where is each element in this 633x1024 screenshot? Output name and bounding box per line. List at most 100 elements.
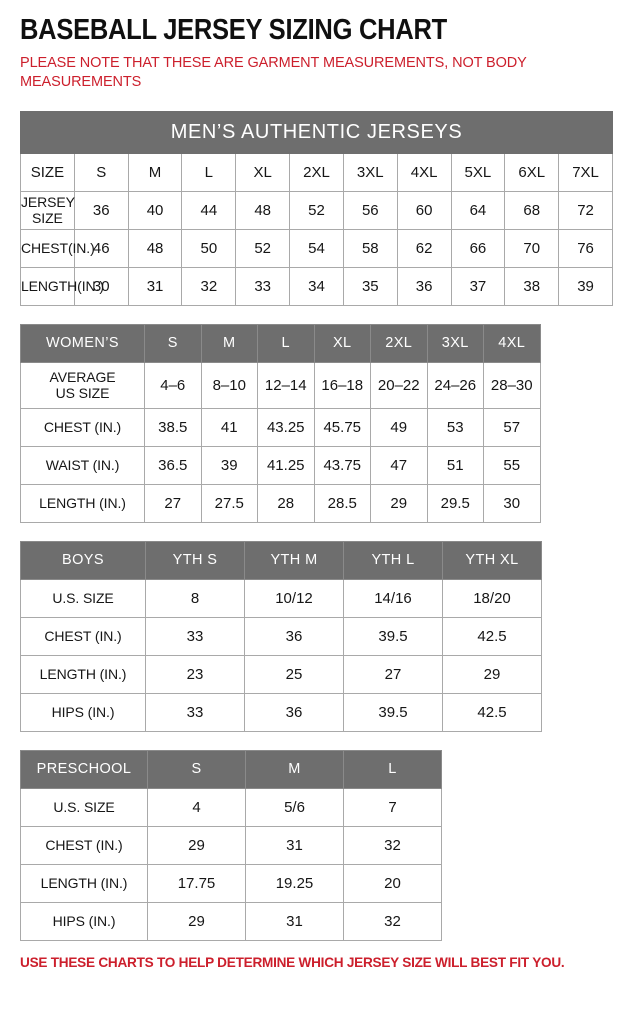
womens-waist-s: 36.5 (144, 445, 202, 485)
womens-col-header-2xl: 2XL (370, 323, 428, 363)
womens-length-2xl: 29 (370, 483, 428, 523)
boys-col-header-yth-l: YTH L (343, 540, 443, 580)
womens-label-line1: AVERAGE (49, 368, 116, 385)
womens-length-xl: 28.5 (313, 483, 371, 523)
mens-length-m: 31 (127, 266, 183, 306)
boys-sizing-table: BOYS YTH S YTH M YTH L YTH XL U.S. SIZE … (20, 540, 542, 732)
womens-header-label: WOMEN’S (20, 323, 145, 363)
womens-length-4xl: 30 (483, 483, 541, 523)
boys-length-yth-l: 27 (343, 654, 443, 694)
womens-col-header-xl: XL (313, 323, 371, 363)
boys-us-size-yth-s: 8 (145, 578, 245, 618)
mens-col-header-7xl: 7XL (558, 152, 613, 192)
mens-chest-6xl: 70 (504, 228, 560, 268)
preschool-row-label-us-size: U.S. SIZE (20, 787, 148, 827)
boys-col-header-yth-xl: YTH XL (442, 540, 542, 580)
mens-col-header-l: L (181, 152, 237, 192)
preschool-chest-m: 31 (245, 825, 344, 865)
mens-table-banner-label: MEN’S AUTHENTIC JERSEYS (20, 110, 613, 154)
mens-col-header-5xl: 5XL (450, 152, 506, 192)
mens-chest-xl: 52 (235, 228, 291, 268)
table-row: JERSEY SIZE 36 40 44 48 52 56 60 64 68 7… (20, 190, 613, 230)
boys-chest-yth-m: 36 (244, 616, 344, 656)
boys-us-size-yth-l: 14/16 (343, 578, 443, 618)
mens-chest-4xl: 62 (396, 228, 452, 268)
boys-length-yth-xl: 29 (442, 654, 542, 694)
womens-chest-m: 41 (200, 407, 258, 447)
womens-chest-xl: 45.75 (313, 407, 371, 447)
mens-col-header-m: M (127, 152, 183, 192)
mens-length-3xl: 35 (342, 266, 398, 306)
mens-jersey-size-l: 44 (181, 190, 237, 230)
preschool-length-s: 17.75 (147, 863, 246, 903)
mens-length-s: 30 (73, 266, 129, 306)
womens-us-size-l: 12–14 (257, 361, 315, 409)
womens-waist-2xl: 47 (370, 445, 428, 485)
boys-col-header-yth-s: YTH S (145, 540, 245, 580)
boys-row-label-chest: CHEST (IN.) (20, 616, 146, 656)
mens-length-7xl: 39 (558, 266, 613, 306)
womens-sizing-table: WOMEN’S S M L XL 2XL 3XL 4XL AVERAGE US S… (20, 323, 541, 523)
table-row: U.S. SIZE 8 10/12 14/16 18/20 (20, 578, 542, 618)
mens-col-header-xl: XL (235, 152, 291, 192)
womens-chest-s: 38.5 (144, 407, 202, 447)
preschool-length-m: 19.25 (245, 863, 344, 903)
preschool-us-size-l: 7 (343, 787, 442, 827)
table-row: CHEST (IN.) 33 36 39.5 42.5 (20, 616, 542, 656)
boys-chest-yth-s: 33 (145, 616, 245, 656)
mens-chest-l: 50 (181, 228, 237, 268)
table-row: U.S. SIZE 4 5/6 7 (20, 787, 442, 827)
womens-us-size-xl: 16–18 (313, 361, 371, 409)
womens-chest-4xl: 57 (483, 407, 541, 447)
womens-label-line2: US SIZE (55, 385, 110, 402)
preschool-row-label-chest: CHEST (IN.) (20, 825, 148, 865)
womens-col-header-3xl: 3XL (426, 323, 484, 363)
womens-length-s: 27 (144, 483, 202, 523)
boys-length-yth-s: 23 (145, 654, 245, 694)
preschool-chest-s: 29 (147, 825, 246, 865)
preschool-col-header-l: L (343, 749, 442, 789)
womens-row-label-average-us-size: AVERAGE US SIZE (20, 361, 145, 409)
table-row: HIPS (IN.) 29 31 32 (20, 901, 442, 941)
mens-length-5xl: 37 (450, 266, 506, 306)
footer-note: USE THESE CHARTS TO HELP DETERMINE WHICH… (20, 954, 565, 970)
womens-col-header-l: L (257, 323, 315, 363)
mens-row-label-length: LENGTH(IN.) (20, 266, 104, 306)
mens-row-label-chest: CHEST(IN.) (20, 228, 95, 268)
mens-col-header-4xl: 4XL (396, 152, 452, 192)
mens-length-6xl: 38 (504, 266, 560, 306)
mens-chest-7xl: 76 (558, 228, 613, 268)
boys-hips-yth-l: 39.5 (343, 692, 443, 732)
preschool-table-header-row: PRESCHOOL S M L (20, 749, 442, 789)
table-row: AVERAGE US SIZE 4–6 8–10 12–14 16–18 20–2… (20, 361, 541, 409)
mens-length-2xl: 34 (289, 266, 344, 306)
boys-header-label: BOYS (20, 540, 146, 580)
boys-row-label-us-size: U.S. SIZE (20, 578, 146, 618)
mens-length-xl: 33 (235, 266, 291, 306)
preschool-row-label-hips: HIPS (IN.) (20, 901, 148, 941)
mens-col-header-s: S (73, 152, 129, 192)
boys-hips-yth-xl: 42.5 (442, 692, 542, 732)
table-row: CHEST (IN.) 38.5 41 43.25 45.75 49 53 57 (20, 407, 541, 447)
womens-waist-3xl: 51 (426, 445, 484, 485)
mens-col-header-2xl: 2XL (289, 152, 344, 192)
womens-col-header-m: M (200, 323, 258, 363)
preschool-us-size-m: 5/6 (245, 787, 344, 827)
preschool-chest-l: 32 (343, 825, 442, 865)
mens-chest-2xl: 54 (289, 228, 344, 268)
boys-hips-yth-m: 36 (244, 692, 344, 732)
mens-jersey-size-4xl: 60 (396, 190, 452, 230)
mens-chest-m: 48 (127, 228, 183, 268)
preschool-us-size-s: 4 (147, 787, 246, 827)
preschool-col-header-s: S (147, 749, 246, 789)
boys-row-label-length: LENGTH (IN.) (20, 654, 146, 694)
preschool-hips-m: 31 (245, 901, 344, 941)
boys-row-label-hips: HIPS (IN.) (20, 692, 146, 732)
womens-chest-3xl: 53 (426, 407, 484, 447)
measurement-disclaimer: PLEASE NOTE THAT THESE ARE GARMENT MEASU… (20, 55, 527, 91)
boys-chest-yth-l: 39.5 (343, 616, 443, 656)
mens-jersey-size-5xl: 64 (450, 190, 506, 230)
womens-col-header-4xl: 4XL (483, 323, 541, 363)
mens-length-l: 32 (181, 266, 237, 306)
womens-table-header-row: WOMEN’S S M L XL 2XL 3XL 4XL (20, 323, 541, 363)
